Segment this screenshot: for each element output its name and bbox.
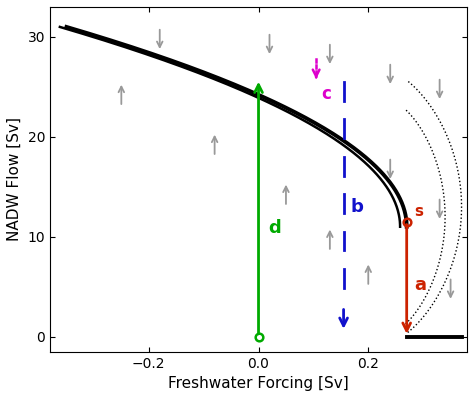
Text: s: s [414, 204, 423, 219]
Text: a: a [414, 276, 426, 294]
Text: b: b [350, 198, 363, 216]
Text: d: d [268, 219, 281, 237]
X-axis label: Freshwater Forcing [Sv]: Freshwater Forcing [Sv] [168, 376, 349, 391]
Text: c: c [322, 85, 331, 103]
Y-axis label: NADW Flow [Sv]: NADW Flow [Sv] [7, 117, 22, 241]
